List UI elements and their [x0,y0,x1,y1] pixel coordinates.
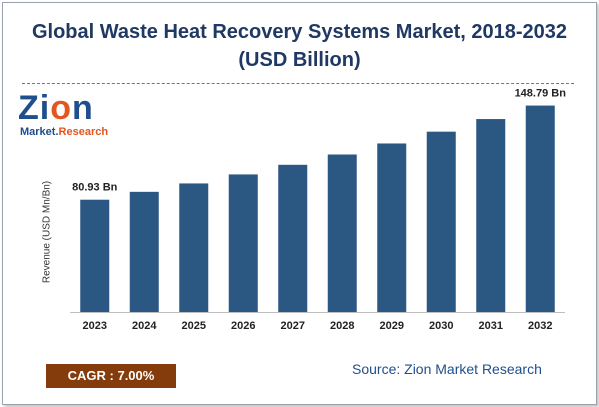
bar-2032 [525,105,555,312]
logo-sub-research: Research [58,126,109,138]
title-line-2: (USD Billion) [238,49,361,71]
title-line-1: Global Waste Heat Recovery Systems Marke… [31,21,568,43]
data-label-2032: 148.79 Bn [515,88,567,100]
x-tick-label-2023: 2023 [83,320,107,332]
x-tick-label-2025: 2025 [182,320,206,332]
logo-wordmark: Zion [18,90,94,126]
x-tick-label-2028: 2028 [330,320,354,332]
bar-2025 [179,183,209,312]
bar-2031 [476,119,506,312]
bar-2024 [129,191,159,312]
x-tick-label-2030: 2030 [429,320,453,332]
y-axis-label: Revenue (USD Mn/Bn) [41,180,53,284]
bar-2023 [80,199,110,312]
x-tick-label-2027: 2027 [281,320,305,332]
x-tick-label-2032: 2032 [528,320,552,332]
bar-2029 [377,143,407,312]
bar-2030 [426,131,456,312]
bar-2027 [278,164,308,312]
zion-logo: Zion Market.Research [18,90,128,146]
logo-subtitle: Market.Research [20,126,108,138]
logo-brand: Zion [18,89,94,127]
x-tick-label-2024: 2024 [132,320,157,332]
data-label-2023: 80.93 Bn [72,182,118,194]
x-tick-label-2029: 2029 [380,320,404,332]
source-note: Source: Zion Market Research [352,361,542,377]
cagr-badge: CAGR : 7.00% [46,364,176,388]
x-tick-label-2031: 2031 [479,320,503,332]
bar-2028 [327,154,357,312]
title-divider [22,83,574,84]
bar-2026 [228,174,258,312]
chart-title: Global Waste Heat Recovery Systems Marke… [0,18,599,74]
x-tick-label-2026: 2026 [231,320,255,332]
logo-sub-market: Market. [20,126,59,138]
